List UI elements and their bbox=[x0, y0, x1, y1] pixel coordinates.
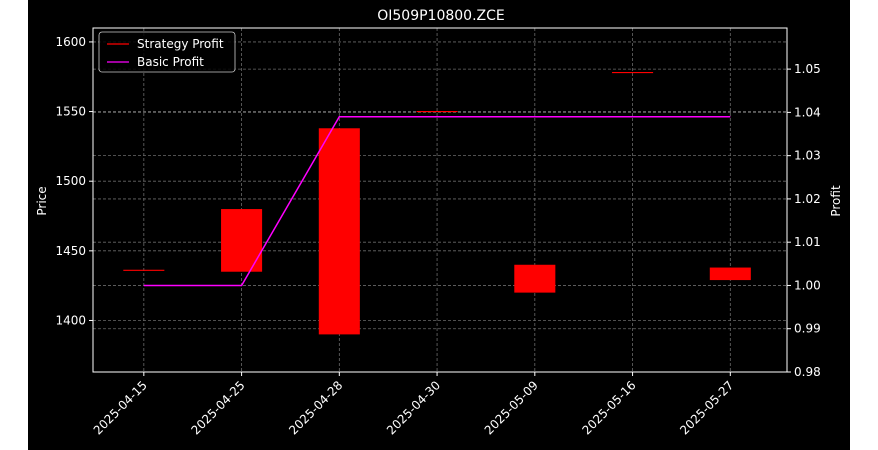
y2-tick-label: 1.02 bbox=[794, 192, 821, 206]
legend-box bbox=[98, 31, 236, 73]
chart-figure: OI509P10800.ZCE Price Profit 1400 1450 150… bbox=[28, 0, 850, 450]
y2-tick-label: 1.05 bbox=[794, 62, 821, 76]
x-tick-label: 2025-04-30 bbox=[384, 378, 443, 437]
y2-tick-label: 1.04 bbox=[794, 105, 821, 119]
candle-body bbox=[318, 128, 360, 335]
y2-tick-label: 1.00 bbox=[794, 278, 821, 292]
y-tick-label: 1400 bbox=[55, 313, 86, 327]
x-tick-label: 2025-04-15 bbox=[91, 378, 150, 437]
chart-title: OI509P10800.ZCE bbox=[377, 8, 505, 24]
y-axis-label: Price bbox=[35, 186, 49, 215]
y2-axis-label: Profit bbox=[829, 185, 843, 217]
y2-tick-label: 1.01 bbox=[794, 235, 821, 249]
y2-tick-label: 0.98 bbox=[794, 365, 821, 379]
legend-label: Strategy Profit bbox=[137, 37, 224, 51]
x-tick-label: 2025-05-09 bbox=[482, 378, 541, 437]
candle-body bbox=[514, 264, 556, 293]
y-tick-label: 1550 bbox=[55, 105, 86, 119]
x-tick-label: 2025-05-16 bbox=[579, 378, 638, 437]
axes: 1400 1450 1500 1550 1600 0.98 0.99 1.00 1.01 1.02… bbox=[55, 27, 821, 437]
legend-label: Basic Profit bbox=[137, 55, 204, 69]
basic-profit-line bbox=[143, 115, 731, 287]
candle-body bbox=[709, 267, 751, 281]
x-tick-label: 2025-04-25 bbox=[188, 378, 247, 437]
y-tick-label: 1450 bbox=[55, 244, 86, 258]
y2-tick-label: 1.03 bbox=[794, 149, 821, 163]
grid-lines bbox=[93, 28, 787, 373]
x-tick-label: 2025-05-27 bbox=[677, 378, 736, 437]
x-tick-label: 2025-04-28 bbox=[286, 378, 345, 437]
plot-frame bbox=[92, 27, 788, 373]
y2-tick-label: 0.99 bbox=[794, 322, 821, 336]
legend: Strategy Profit Basic Profit bbox=[98, 31, 236, 73]
candle-body bbox=[221, 209, 263, 272]
y-tick-label: 1600 bbox=[55, 35, 86, 49]
chart-svg: OI509P10800.ZCE Price Profit 1400 1450 150… bbox=[35, 8, 843, 437]
y-tick-label: 1500 bbox=[55, 174, 86, 188]
candlestick-marks bbox=[123, 71, 751, 335]
